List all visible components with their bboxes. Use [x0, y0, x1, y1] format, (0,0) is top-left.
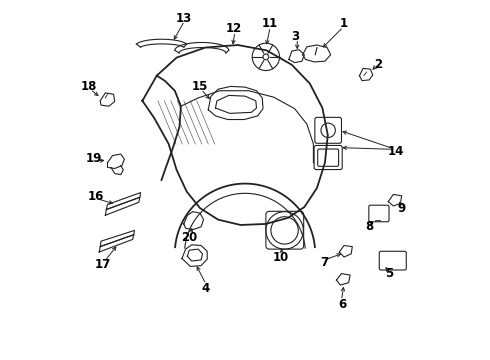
Text: 5: 5	[385, 267, 393, 280]
Text: 8: 8	[365, 220, 373, 233]
Text: 2: 2	[374, 58, 382, 71]
Text: 17: 17	[95, 258, 111, 271]
Text: 13: 13	[176, 12, 192, 24]
Text: 6: 6	[338, 298, 346, 311]
Text: 4: 4	[201, 282, 210, 294]
Text: 9: 9	[397, 202, 406, 215]
Text: 12: 12	[226, 22, 243, 35]
Text: 20: 20	[181, 231, 197, 244]
Text: 15: 15	[192, 80, 208, 93]
Text: 11: 11	[262, 17, 278, 30]
Text: 1: 1	[340, 17, 348, 30]
Text: 18: 18	[80, 80, 97, 93]
Text: 7: 7	[320, 256, 328, 269]
Text: 19: 19	[86, 152, 102, 165]
Text: 14: 14	[388, 145, 404, 158]
Text: 3: 3	[292, 30, 299, 42]
Text: 10: 10	[273, 251, 289, 264]
Text: 16: 16	[87, 190, 104, 203]
